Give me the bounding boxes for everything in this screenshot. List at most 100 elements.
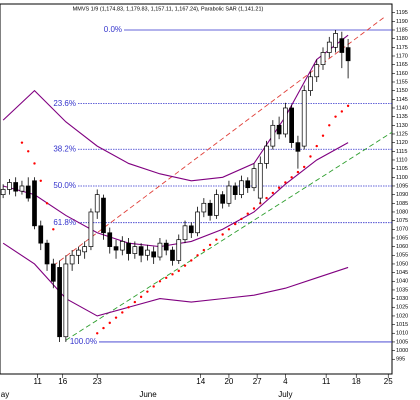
candle-body	[251, 168, 257, 189]
fib-label: 61.8%	[53, 218, 76, 227]
sar-dot	[252, 207, 256, 210]
y-tick-label: 1070	[396, 227, 408, 233]
candle-body	[170, 249, 175, 261]
chart-title: MMVS 1/9 (1,174.83, 1,179.83, 1,157.11, …	[73, 6, 264, 12]
sar-dot	[328, 124, 331, 127]
sar-dot	[290, 176, 293, 179]
candle-body	[50, 263, 56, 282]
sar-dot	[114, 316, 118, 319]
candle-body	[157, 242, 163, 258]
y-tick-label: 1170	[396, 53, 408, 59]
sar-dot	[271, 191, 275, 195]
candle-body	[245, 180, 251, 189]
sar-dot	[45, 202, 49, 205]
candle-body	[195, 211, 200, 234]
candle-body	[132, 246, 138, 254]
candle-body	[207, 202, 213, 216]
candle-body	[226, 185, 232, 204]
y-tick-label: 1155	[396, 79, 408, 85]
sar-dot	[177, 269, 180, 273]
sar-dot	[146, 290, 149, 293]
sar-dot	[102, 326, 105, 330]
sar-dot	[190, 259, 193, 262]
sar-dot	[96, 332, 99, 335]
candle-body	[0, 189, 6, 195]
sar-dot	[265, 196, 268, 200]
candle-body	[339, 38, 345, 53]
fib-label: 38.2%	[53, 144, 76, 153]
sar-dot	[208, 243, 212, 247]
sar-dot	[340, 110, 344, 113]
candle-body	[314, 64, 320, 78]
sar-dot	[121, 311, 124, 314]
y-tick-label: 1190	[396, 19, 408, 25]
sar-dot	[234, 222, 237, 226]
candle-body	[119, 241, 125, 251]
fib-label: 0.0%	[104, 25, 122, 34]
sar-dot	[108, 321, 111, 325]
y-tick-label: 1110	[396, 157, 407, 163]
candle-body	[13, 182, 19, 192]
candle-body	[163, 242, 169, 251]
candle-body	[69, 254, 75, 265]
candle-body	[264, 145, 269, 164]
candle-body	[276, 124, 282, 135]
y-tick-label: 1005	[396, 339, 408, 345]
candle-body	[7, 182, 12, 190]
y-tick-label: 1145	[396, 97, 408, 103]
candle-body	[289, 107, 294, 143]
x-tick-label: 20	[224, 377, 233, 386]
sar-dot	[346, 104, 350, 108]
y-tick-label: 1135	[396, 114, 408, 120]
y-tick-label: 1165	[396, 62, 408, 68]
x-tick-label: 14	[196, 377, 205, 386]
month-label: ay	[1, 390, 9, 399]
candle-body	[182, 225, 188, 241]
candle-body	[63, 263, 69, 338]
x-tick-label: 18	[352, 377, 361, 386]
candle-body	[145, 249, 150, 256]
sar-dot	[27, 150, 30, 153]
y-tick-label: 1075	[396, 218, 408, 224]
candle-body	[320, 52, 326, 66]
candle-body	[76, 249, 81, 256]
y-tick-label: 1115	[396, 149, 407, 155]
sar-dot	[33, 162, 36, 165]
x-tick-label: 11	[33, 377, 42, 386]
candle-body	[38, 225, 44, 244]
x-tick-label: 16	[58, 377, 67, 386]
y-tick-label: 1030	[396, 296, 408, 302]
y-tick-label: 1095	[396, 183, 408, 189]
candle-body	[176, 239, 182, 261]
y-tick-label: 1050	[396, 261, 408, 267]
y-tick-label: 1040	[396, 279, 408, 285]
trend-line	[65, 131, 393, 341]
y-tick-label: 1140	[396, 105, 408, 111]
x-tick-label: 25	[384, 377, 393, 386]
y-tick-label: 1020	[396, 313, 408, 319]
y-tick-label: 1120	[396, 140, 408, 146]
candle-body	[295, 142, 301, 152]
candle-body	[239, 180, 244, 195]
candle-body	[301, 90, 307, 147]
y-tick-label: 1015	[396, 322, 408, 328]
fib-label: 50.0%	[53, 181, 76, 190]
y-tick-label: 1195	[396, 10, 408, 16]
sar-dot	[139, 295, 143, 299]
sar-dot	[277, 186, 281, 189]
candle-body	[32, 180, 37, 227]
month-label: June	[139, 390, 157, 399]
y-tick-label: 1025	[396, 305, 408, 311]
sar-dot	[133, 300, 137, 304]
y-tick-label: 1150	[396, 88, 408, 94]
y-tick-label: 1185	[396, 27, 408, 33]
candle-body	[44, 242, 50, 265]
candle-body	[345, 47, 351, 62]
y-tick-label: 1035	[396, 287, 408, 293]
y-tick-label: 1055	[396, 253, 408, 259]
sar-dot	[221, 233, 224, 236]
candle-body	[126, 242, 131, 254]
sar-dot	[321, 134, 325, 137]
candle-body	[232, 185, 238, 195]
